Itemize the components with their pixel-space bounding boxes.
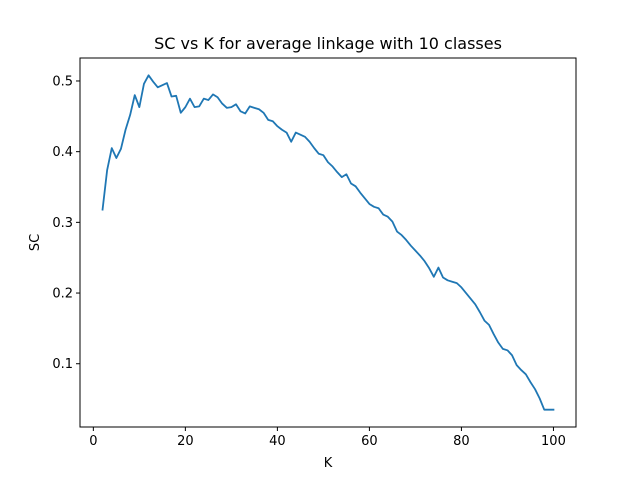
y-tick-label: 0.1 xyxy=(52,357,73,372)
y-tick-label: 0.2 xyxy=(52,287,73,302)
x-tick-label: 100 xyxy=(541,434,566,449)
plot-area: 0 20 40 60 80 100 0.1 0.2 0.3 0.4 0.5 xyxy=(52,57,577,449)
x-tick-label: 20 xyxy=(177,434,194,449)
x-axis-ticks: 0 20 40 60 80 100 xyxy=(89,427,566,449)
x-tick-label: 0 xyxy=(89,434,97,449)
x-tick-label: 60 xyxy=(361,434,378,449)
series-layer xyxy=(101,74,555,411)
y-tick-label: 0.4 xyxy=(52,145,73,160)
x-axis-label: K xyxy=(324,456,333,471)
y-tick-label: 0.5 xyxy=(52,74,73,89)
chart-title: SC vs K for average linkage with 10 clas… xyxy=(154,34,502,53)
axes-frame xyxy=(79,57,577,428)
y-axis-label: SC xyxy=(28,234,43,251)
x-tick-label: 80 xyxy=(453,434,470,449)
y-tick-label: 0.3 xyxy=(52,216,73,231)
x-tick-label: 40 xyxy=(269,434,286,449)
series-line xyxy=(101,74,555,411)
y-axis-ticks: 0.1 0.2 0.3 0.4 0.5 xyxy=(52,74,80,372)
